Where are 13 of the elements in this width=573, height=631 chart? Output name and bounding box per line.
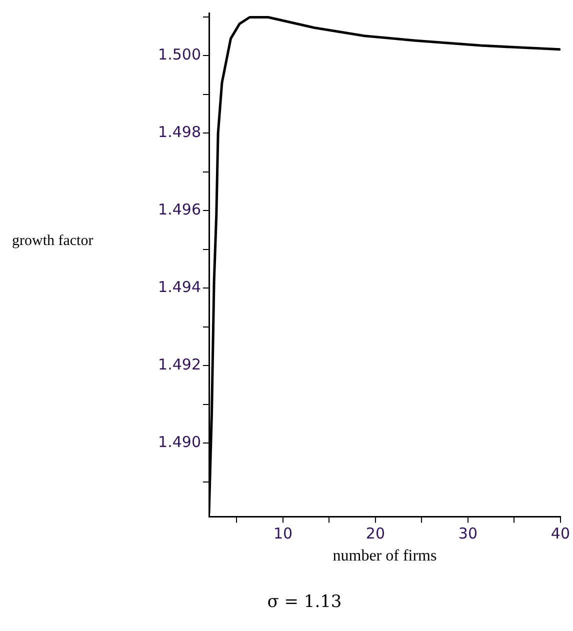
y-tick-label: 1.498 — [158, 123, 201, 142]
y-tick-label: 1.494 — [158, 278, 201, 296]
y-axis-title: growth factor — [12, 232, 94, 249]
x-tick-label: 20 — [366, 524, 386, 543]
y-tick-label: 1.500 — [158, 46, 201, 64]
y-tick-label: 1.496 — [158, 200, 201, 219]
y-tick-label: 1.492 — [158, 356, 201, 374]
x-tick-label: 30 — [458, 524, 478, 543]
x-tick-label: 10 — [273, 524, 293, 543]
x-axis-title: number of firms — [332, 548, 437, 565]
y-tick-label: 1.490 — [158, 433, 201, 452]
text: σ = 1.13 — [266, 592, 343, 612]
x-tick-label: 40 — [550, 524, 570, 543]
